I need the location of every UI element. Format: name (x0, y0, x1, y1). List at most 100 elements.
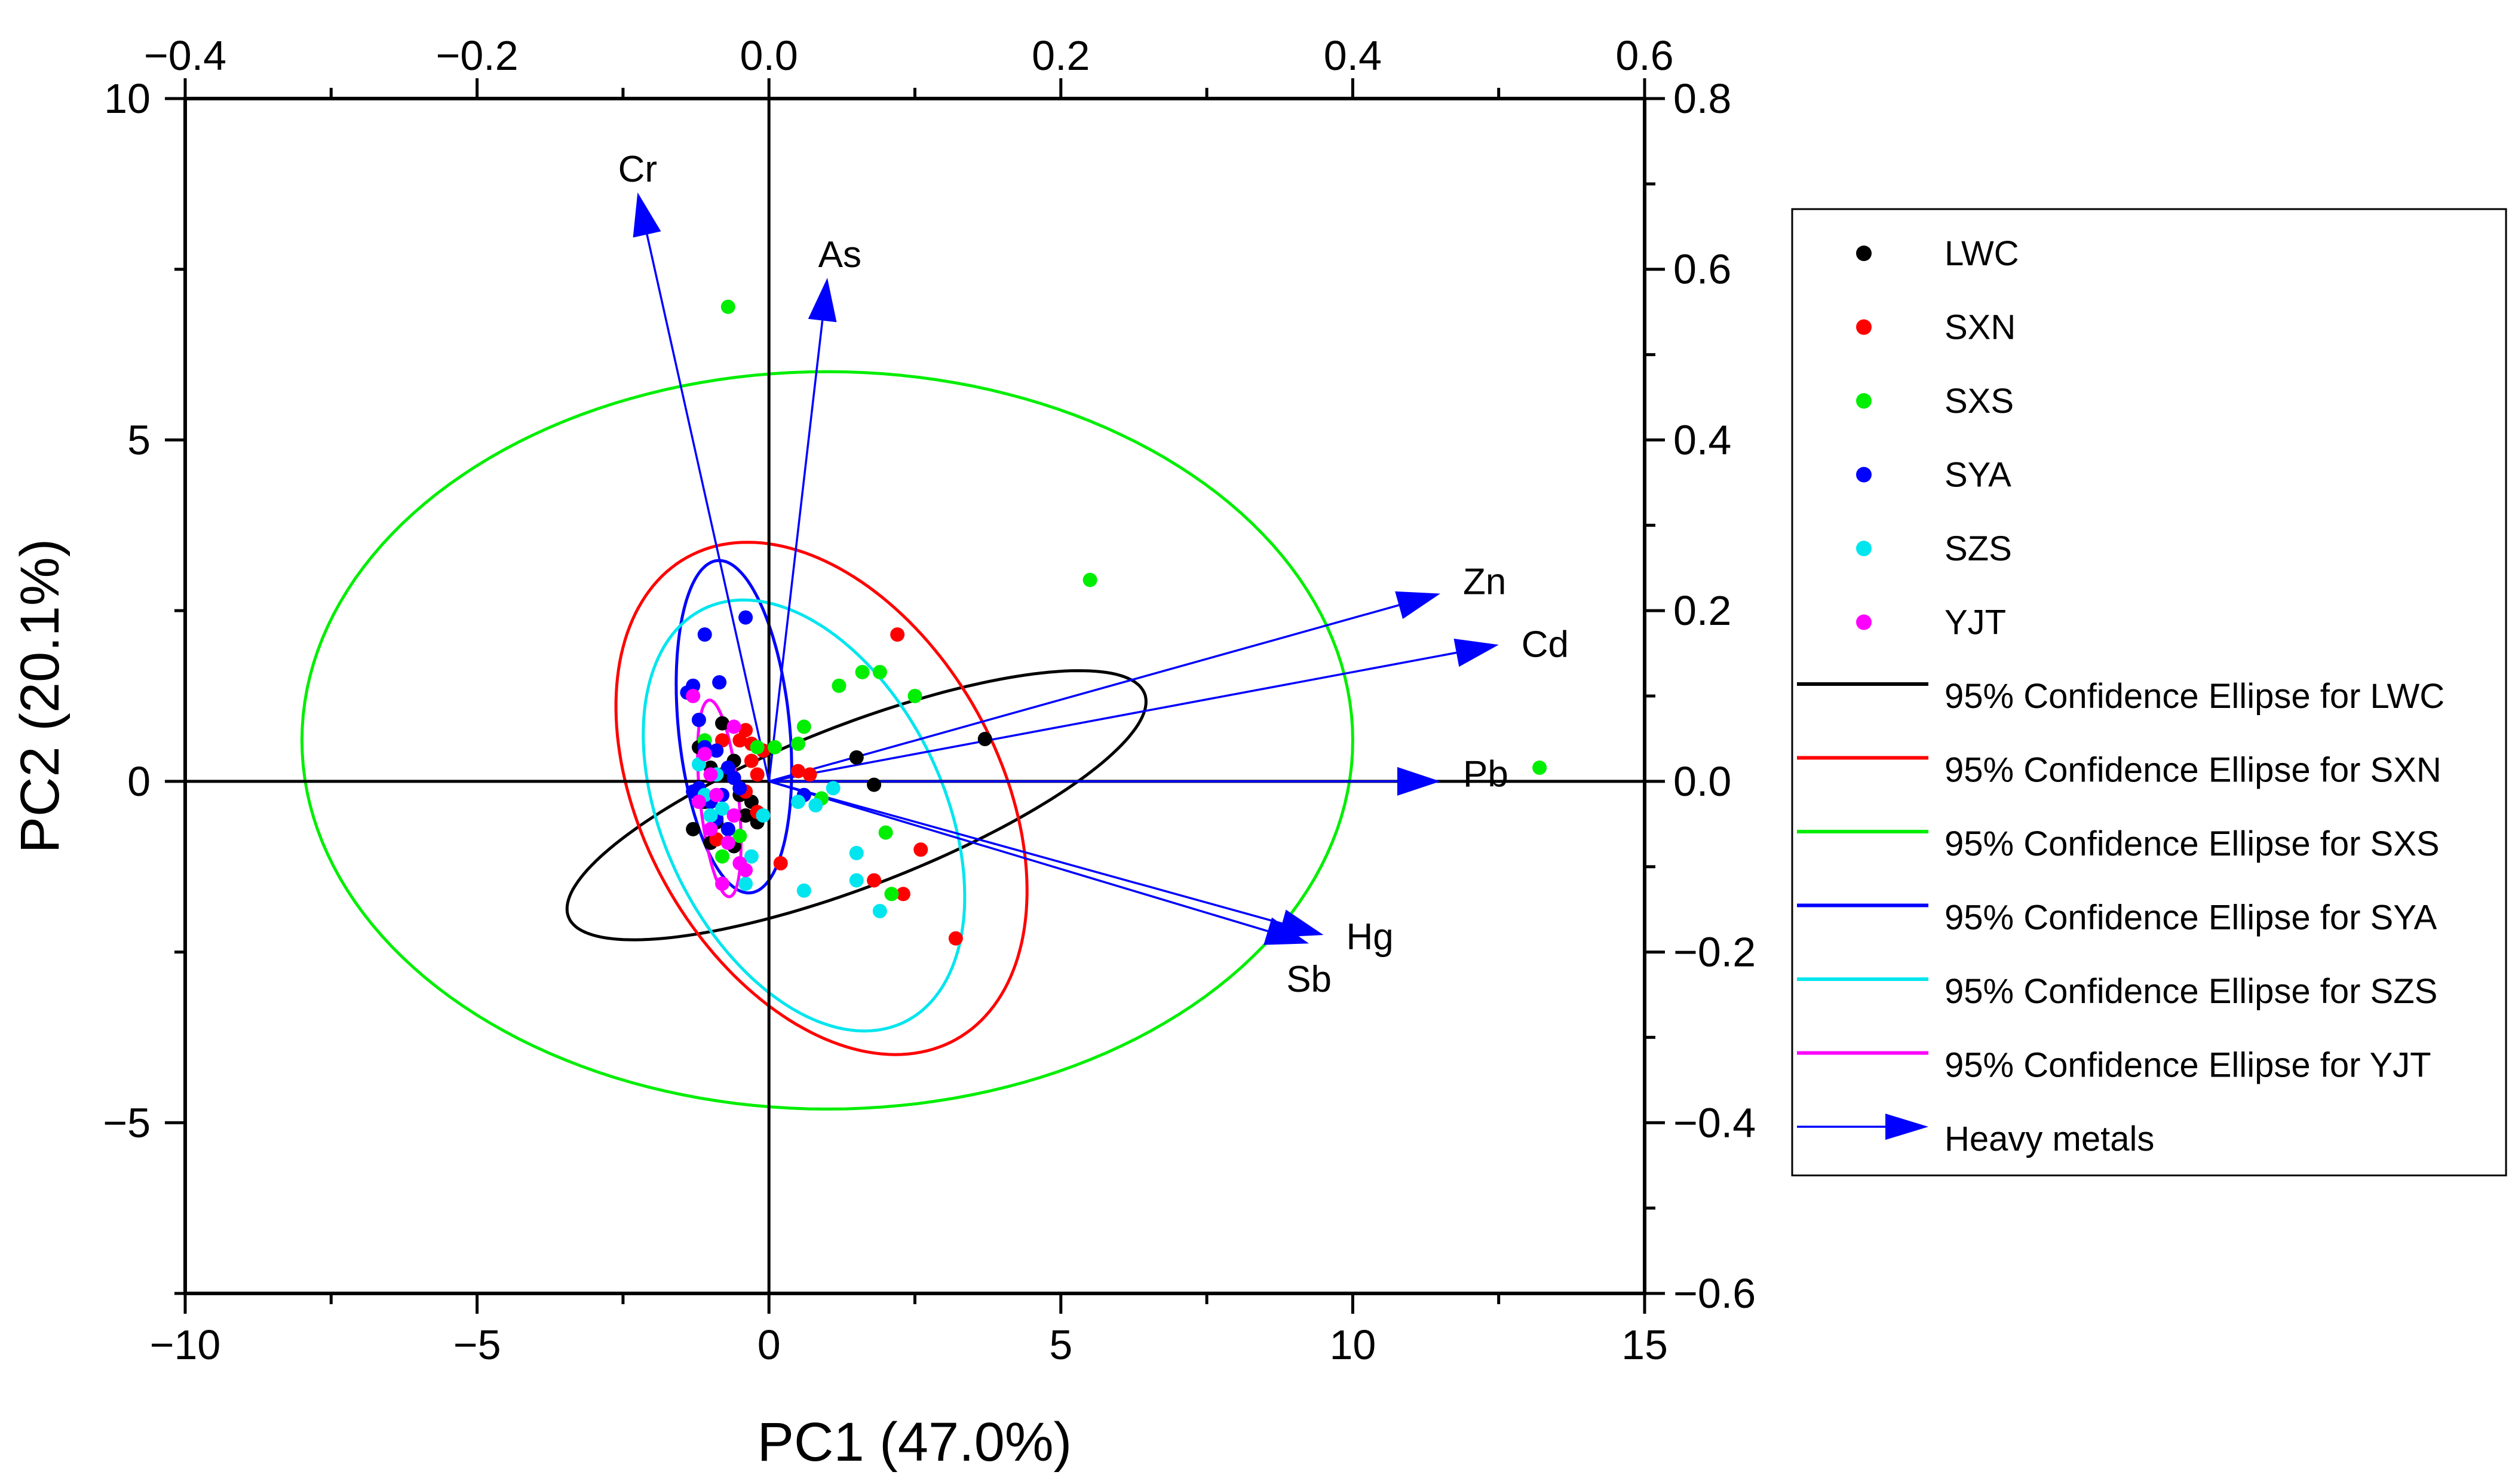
ellipse-layer (300, 370, 1354, 1111)
legend-label-95-confidence-ellipse-for-sxn: 95% Confidence Ellipse for SXN (1945, 751, 2442, 790)
point-sxs-0 (720, 299, 735, 314)
point-szs-5 (738, 876, 753, 891)
point-sxn-0 (890, 627, 905, 642)
right-tick-label: 0.0 (1673, 758, 1731, 805)
point-yjt-9 (703, 767, 718, 782)
point-szs-15 (849, 873, 864, 888)
x-tick-label: 15 (1621, 1322, 1668, 1368)
point-sxn-15 (867, 873, 882, 888)
ellipse-95-confidence-ellipse-for-szs (642, 598, 967, 1033)
point-lwc-8 (738, 808, 753, 823)
point-szs-6 (703, 808, 718, 823)
loading-arrow-zn (768, 604, 1400, 783)
loading-arrowhead-cd (1453, 638, 1499, 667)
ellipse-95-confidence-ellipse-for-sxn (614, 541, 1029, 1056)
legend-arrow-head (1885, 1114, 1928, 1140)
point-sya-2 (712, 675, 727, 690)
point-sxs-2 (1532, 761, 1547, 775)
right-tick-label: 0.8 (1673, 75, 1731, 122)
loading-arrow-sb (768, 780, 1268, 933)
point-sxs-9 (791, 737, 806, 751)
loading-label-hg: Hg (1347, 916, 1394, 958)
loading-label-cr: Cr (618, 149, 657, 190)
legend-marker-sya (1856, 467, 1872, 483)
point-sya-1 (697, 627, 712, 642)
point-sxn-7 (913, 842, 928, 857)
point-sxn-9 (948, 931, 963, 946)
legend-marker-lwc (1856, 246, 1872, 261)
top-tick-label: 0.6 (1615, 32, 1673, 79)
point-yjt-0 (686, 689, 701, 703)
point-sxn-2 (738, 723, 753, 738)
point-szs-0 (796, 883, 811, 898)
loading-label-sb: Sb (1286, 959, 1332, 1000)
y-tick-label: 10 (104, 75, 151, 122)
point-sxs-6 (832, 678, 847, 693)
right-tick-label: −0.2 (1673, 929, 1756, 976)
point-szs-10 (791, 795, 806, 810)
point-szs-2 (849, 845, 864, 860)
point-sxn-6 (802, 767, 817, 782)
legend-label-95-confidence-ellipse-for-yjt: 95% Confidence Ellipse for YJT (1945, 1046, 2431, 1085)
top-tick-label: −0.2 (435, 32, 518, 79)
ellipse-95-confidence-ellipse-for-sya (674, 559, 793, 895)
point-sxn-10 (773, 856, 788, 870)
legend-label-lwc: LWC (1945, 234, 2019, 273)
point-sxn-3 (744, 753, 759, 768)
loading-label-cd: Cd (1522, 624, 1569, 665)
right-tick-label: 0.4 (1673, 416, 1731, 463)
point-lwc-16 (715, 716, 730, 731)
point-szs-8 (744, 849, 759, 864)
legend-label-sxn: SXN (1945, 308, 2016, 347)
legend-marker-yjt (1856, 614, 1872, 630)
top-tick-label: −0.4 (144, 32, 226, 79)
x-axis-title: PC1 (47.0%) (757, 1412, 1072, 1473)
point-sxn-8 (895, 887, 910, 902)
point-lwc-1 (977, 732, 992, 746)
point-yjt-10 (720, 835, 735, 850)
legend-label-95-confidence-ellipse-for-lwc: 95% Confidence Ellipse for LWC (1945, 677, 2445, 716)
top-tick-label: 0.2 (1032, 32, 1090, 79)
top-tick-label: 0.4 (1324, 32, 1382, 79)
point-lwc-0 (849, 750, 864, 765)
loading-arrowhead-zn (1395, 591, 1440, 620)
legend-marker-sxn (1856, 319, 1872, 335)
x-tick-label: 5 (1049, 1322, 1072, 1368)
legend-label-95-confidence-ellipse-for-szs: 95% Confidence Ellipse for SZS (1945, 972, 2437, 1011)
loading-arrowhead-as (808, 278, 837, 323)
point-sxs-7 (796, 719, 811, 734)
point-sya-0 (738, 610, 753, 625)
right-tick-label: −0.6 (1673, 1270, 1756, 1317)
loading-arrow-hg (768, 780, 1283, 925)
loading-arrow-as (768, 320, 824, 782)
point-sya-9 (709, 743, 724, 758)
legend-label-95-confidence-ellipse-for-sxs: 95% Confidence Ellipse for SXS (1945, 824, 2440, 863)
point-yjt-4 (726, 808, 741, 823)
point-sya-5 (691, 713, 706, 727)
right-tick-label: 0.6 (1673, 246, 1731, 293)
legend-marker-sxs (1856, 393, 1872, 409)
x-tick-label: −10 (150, 1322, 221, 1368)
legend: LWC SXN SXS SYA SZS YJT 95% Confidence Ellipse… (1791, 208, 2507, 1176)
legend-label-sxs: SXS (1945, 382, 2014, 421)
loading-arrows: Cr As Zn Cd Pb Hg Sb (618, 149, 1569, 1000)
legend-label-heavy-metals: Heavy metals (1945, 1120, 2154, 1158)
score-points (680, 299, 1547, 946)
y-tick-label: 5 (127, 416, 151, 463)
point-yjt-11 (691, 795, 706, 810)
point-sxs-4 (855, 665, 870, 679)
point-yjt-1 (726, 719, 741, 734)
point-sxs-3 (872, 665, 887, 679)
ellipse-95-confidence-ellipse-for-sxs (300, 370, 1354, 1111)
right-tick-label: −0.4 (1673, 1099, 1756, 1146)
point-yjt-3 (709, 787, 724, 802)
loading-label-pb: Pb (1463, 753, 1508, 795)
point-sxs-1 (1082, 572, 1097, 587)
x-tick-label: 0 (757, 1322, 781, 1368)
point-sxs-8 (767, 740, 782, 755)
point-sxn-5 (791, 764, 806, 778)
point-lwc-2 (867, 777, 882, 792)
point-sya-17 (726, 771, 741, 786)
